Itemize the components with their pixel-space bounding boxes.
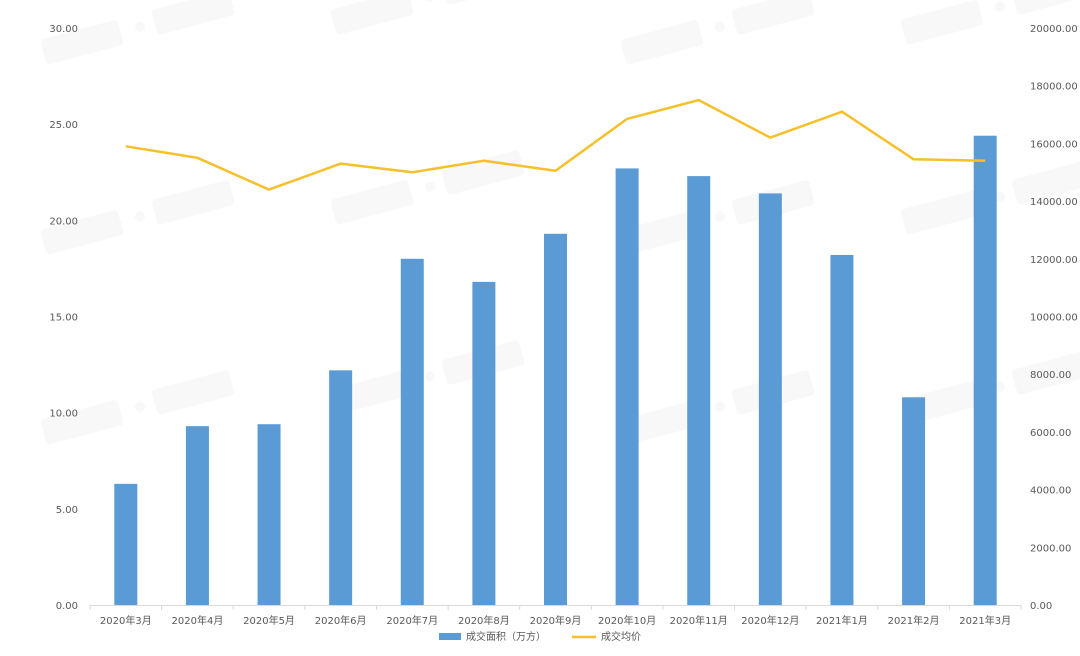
bar-series — [114, 135, 997, 606]
left-tick-label: 5.00 — [56, 505, 78, 516]
watermark-tile — [40, 370, 235, 445]
x-tick-label: 2020年6月 — [315, 614, 367, 627]
x-tick-label: 2020年4月 — [172, 614, 224, 627]
left-tick-label: 20.00 — [49, 216, 78, 227]
bar-13 — [973, 135, 997, 605]
right-axis-ticks: 0.00 2000.00 4000.00 6000.00 8000.00 10000.00… — [1030, 24, 1078, 612]
watermark-block — [900, 190, 984, 235]
watermark-block — [330, 180, 414, 225]
right-tick-label: 0.00 — [1030, 601, 1052, 612]
right-tick-label: 20000.00 — [1030, 24, 1078, 35]
right-tick-label: 8000.00 — [1030, 370, 1071, 381]
watermark-block — [620, 210, 704, 255]
bar-12 — [902, 397, 926, 605]
right-tick-label: 16000.00 — [1030, 139, 1078, 150]
watermark-dot — [714, 21, 725, 32]
left-tick-label: 0.00 — [56, 601, 78, 612]
watermark-block — [441, 150, 525, 195]
right-tick-label: 2000.00 — [1030, 543, 1071, 554]
left-tick-label: 30.00 — [49, 24, 78, 35]
watermark-tile — [330, 150, 525, 225]
watermark-block — [151, 180, 235, 225]
watermark-block — [1011, 0, 1080, 15]
right-tick-label: 10000.00 — [1030, 313, 1078, 324]
watermark-block — [40, 400, 124, 445]
watermark-dot — [714, 401, 725, 412]
watermark-dot — [424, 371, 435, 382]
watermark-block — [151, 370, 235, 415]
x-tick-label: 2020年3月 — [100, 614, 152, 627]
watermark-tile — [620, 0, 815, 65]
legend-label-line: 成交均价 — [601, 630, 641, 643]
x-tick-label: 2020年7月 — [386, 614, 438, 627]
watermark-dot — [134, 401, 145, 412]
legend-swatch-bar — [439, 633, 461, 640]
x-tick-label: 2020年8月 — [458, 614, 510, 627]
bar-6 — [472, 281, 496, 605]
watermark-dot — [424, 0, 435, 2]
axes — [89, 605, 1022, 610]
legend-label-bar: 成交面积（万方） — [466, 630, 546, 643]
watermark-block — [900, 0, 984, 45]
right-tick-label: 14000.00 — [1030, 197, 1078, 208]
x-tick-label: 2020年10月 — [598, 614, 656, 627]
watermark-dot — [994, 1, 1005, 12]
x-tick-label: 2020年5月 — [243, 614, 295, 627]
watermark-block — [40, 210, 124, 255]
watermark-tile — [900, 160, 1080, 235]
watermark-tile — [40, 180, 235, 255]
line-series — [125, 98, 986, 191]
bar-9 — [687, 176, 711, 605]
x-axis-ticks: 2020年3月 2020年4月 2020年5月 2020年6月 2020年7月 2020年… — [100, 614, 1011, 627]
legend: 成交面积（万方） 成交均价 — [439, 630, 641, 643]
watermark-tile — [900, 0, 1080, 45]
left-tick-label: 10.00 — [49, 409, 78, 420]
bar-8 — [615, 168, 639, 606]
bar-7 — [544, 233, 567, 605]
x-tick-label: 2020年9月 — [530, 614, 582, 627]
watermark-block — [330, 0, 414, 35]
left-tick-label: 15.00 — [49, 313, 78, 324]
left-axis-ticks: 0.00 5.00 10.00 15.00 20.00 25.00 30.00 — [49, 24, 78, 612]
x-tick-label: 2021年2月 — [888, 614, 940, 627]
right-tick-label: 18000.00 — [1030, 82, 1078, 93]
x-tick-label: 2021年3月 — [959, 614, 1011, 627]
watermark-block — [731, 0, 815, 35]
watermark-dot — [424, 181, 435, 192]
watermark-dot — [134, 211, 145, 222]
bar-11 — [830, 254, 854, 605]
bar-2 — [185, 426, 209, 605]
watermark-tile — [330, 0, 525, 35]
watermark-dot — [994, 381, 1005, 392]
bar-10 — [758, 193, 782, 605]
x-tick-label: 2020年11月 — [670, 614, 728, 627]
watermark-block — [40, 20, 124, 65]
watermark-dot — [994, 191, 1005, 202]
watermark-block — [441, 0, 525, 5]
watermark-block — [1011, 160, 1080, 205]
right-tick-label: 6000.00 — [1030, 428, 1071, 439]
x-tick-label: 2020年12月 — [741, 614, 799, 627]
watermark-tile — [330, 340, 525, 415]
watermark-block — [620, 20, 704, 65]
right-tick-label: 12000.00 — [1030, 255, 1078, 266]
watermark-tile — [620, 370, 815, 445]
left-tick-label: 25.00 — [49, 120, 78, 131]
watermark-block — [620, 400, 704, 445]
watermark-block — [151, 0, 235, 35]
right-tick-label: 4000.00 — [1030, 486, 1071, 497]
watermark-block — [1011, 350, 1080, 395]
bar-1 — [114, 483, 138, 605]
price-line — [125, 98, 986, 191]
bar-3 — [257, 424, 281, 605]
watermark-tile — [620, 180, 815, 255]
bar-4 — [329, 370, 353, 605]
x-tick-label: 2021年1月 — [816, 614, 868, 627]
watermark-tile — [40, 0, 235, 65]
watermark-dot — [134, 21, 145, 32]
bar-5 — [400, 258, 424, 605]
watermark-dot — [714, 211, 725, 222]
